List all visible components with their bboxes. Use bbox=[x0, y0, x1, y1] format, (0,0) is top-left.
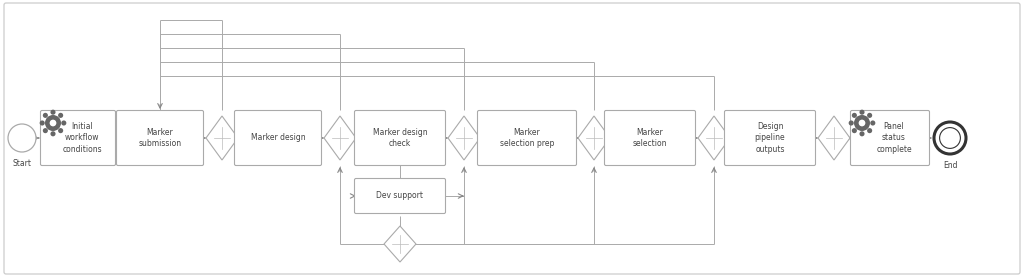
Polygon shape bbox=[698, 116, 730, 160]
Text: Design
pipeline
outputs: Design pipeline outputs bbox=[755, 122, 785, 154]
Text: Marker
submission: Marker submission bbox=[138, 128, 181, 148]
Text: Start: Start bbox=[12, 159, 32, 168]
Polygon shape bbox=[324, 116, 356, 160]
Text: Marker design: Marker design bbox=[251, 134, 305, 142]
FancyBboxPatch shape bbox=[234, 111, 322, 165]
Circle shape bbox=[58, 128, 63, 133]
Circle shape bbox=[852, 113, 857, 118]
Circle shape bbox=[849, 120, 854, 125]
Circle shape bbox=[859, 120, 865, 126]
Circle shape bbox=[58, 113, 63, 118]
Text: Marker
selection: Marker selection bbox=[633, 128, 668, 148]
FancyBboxPatch shape bbox=[354, 178, 445, 214]
FancyBboxPatch shape bbox=[477, 111, 577, 165]
Text: End: End bbox=[943, 161, 957, 170]
Circle shape bbox=[8, 124, 36, 152]
Polygon shape bbox=[384, 226, 416, 262]
Circle shape bbox=[40, 120, 45, 125]
Polygon shape bbox=[206, 116, 238, 160]
Circle shape bbox=[870, 120, 876, 125]
Circle shape bbox=[859, 110, 864, 115]
FancyBboxPatch shape bbox=[117, 111, 204, 165]
FancyBboxPatch shape bbox=[725, 111, 815, 165]
Circle shape bbox=[43, 113, 48, 118]
Circle shape bbox=[867, 113, 872, 118]
Polygon shape bbox=[449, 116, 480, 160]
Text: Marker
selection prep: Marker selection prep bbox=[500, 128, 554, 148]
Polygon shape bbox=[818, 116, 850, 160]
Polygon shape bbox=[578, 116, 610, 160]
Text: Marker design
check: Marker design check bbox=[373, 128, 427, 148]
FancyBboxPatch shape bbox=[851, 111, 930, 165]
FancyBboxPatch shape bbox=[4, 3, 1020, 274]
Circle shape bbox=[50, 131, 55, 136]
Text: Dev support: Dev support bbox=[377, 191, 424, 201]
FancyBboxPatch shape bbox=[41, 111, 116, 165]
Circle shape bbox=[940, 128, 961, 148]
Circle shape bbox=[867, 128, 872, 133]
FancyBboxPatch shape bbox=[604, 111, 695, 165]
Circle shape bbox=[852, 128, 857, 133]
Text: Panel
status
complete: Panel status complete bbox=[877, 122, 911, 154]
Circle shape bbox=[61, 120, 67, 125]
Circle shape bbox=[859, 131, 864, 136]
Circle shape bbox=[50, 110, 55, 115]
FancyBboxPatch shape bbox=[354, 111, 445, 165]
Circle shape bbox=[49, 120, 56, 126]
Circle shape bbox=[43, 128, 48, 133]
Text: Initial
workflow
conditions: Initial workflow conditions bbox=[62, 122, 101, 154]
Circle shape bbox=[45, 115, 61, 131]
Circle shape bbox=[934, 122, 966, 154]
Circle shape bbox=[854, 115, 870, 131]
